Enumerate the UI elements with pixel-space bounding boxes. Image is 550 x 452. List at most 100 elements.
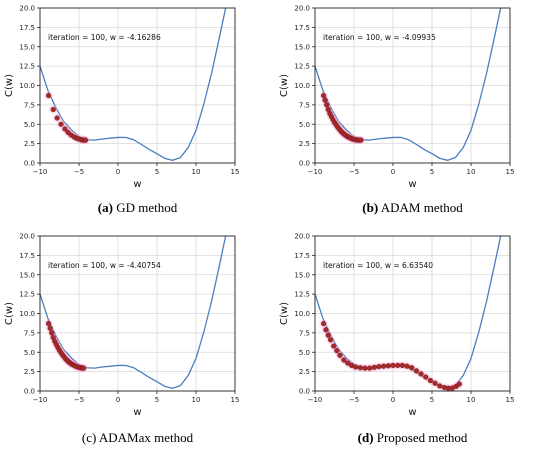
ytick-label-c-6: 15.0 <box>19 271 35 279</box>
chart-panel-b: −10 −5 0 5 10 15 0.0 2.5 5.0 7.5 10.0 12.5 15.0 17.5 2… <box>275 0 550 224</box>
iterate-point-d-24 <box>418 371 424 377</box>
iterate-point-c-23 <box>81 365 87 371</box>
iterate-point-d-27 <box>432 380 438 386</box>
ytick-label-b-8: 20.0 <box>294 5 310 13</box>
chart-panel-d: −10 −5 0 5 10 15 0.0 2.5 5.0 7.5 10.0 12.5 15.0 17.5 2… <box>275 228 550 452</box>
y-axis-label-c: C(w) <box>4 302 15 325</box>
ytick-label-a-8: 20.0 <box>19 5 35 13</box>
iterate-point-d-3 <box>327 337 334 343</box>
xtick-label-b-4: 10 <box>467 168 476 176</box>
xtick-label-d-5: 15 <box>506 396 515 404</box>
ytick-label-b-3: 7.5 <box>299 101 310 109</box>
xtick-label-a-3: 5 <box>155 168 159 176</box>
xtick-label-a-2: 0 <box>116 168 120 176</box>
y-axis-label-d: C(w) <box>279 302 290 325</box>
iterate-point-d-21 <box>404 363 410 369</box>
iterate-point-c-0 <box>45 320 52 327</box>
iterate-point-d-11 <box>357 365 363 371</box>
iterate-point-d-12 <box>362 365 368 371</box>
ytick-label-d-2: 5.0 <box>299 349 310 357</box>
ytick-label-b-5: 12.5 <box>294 63 310 71</box>
caption-c: (c) ADAMax method <box>0 430 275 446</box>
iterate-point-d-26 <box>427 377 434 384</box>
ytick-label-d-8: 20.0 <box>294 233 310 241</box>
xtick-label-c-0: −10 <box>33 396 48 404</box>
iterate-point-d-19 <box>395 362 401 369</box>
xtick-label-b-0: −10 <box>308 168 323 176</box>
ytick-label-a-1: 2.5 <box>24 140 35 148</box>
iterate-point-d-22 <box>409 365 415 371</box>
cost-curve-b <box>315 8 502 161</box>
ytick-label-d-4: 10.0 <box>294 310 310 318</box>
iterate-point-a-13 <box>82 137 89 143</box>
ytick-label-c-1: 2.5 <box>24 368 35 376</box>
iterate-point-d-18 <box>390 362 396 369</box>
ytick-label-c-3: 7.5 <box>24 329 35 337</box>
caption-text-b: ADAM method <box>380 200 463 215</box>
ytick-label-a-2: 5.0 <box>24 121 35 129</box>
ytick-label-c-7: 17.5 <box>19 252 35 260</box>
xtick-label-c-5: 15 <box>231 396 240 404</box>
caption-text-d: Proposed method <box>376 430 468 445</box>
ytick-label-d-3: 7.5 <box>299 329 310 337</box>
iterate-point-d-8 <box>345 360 351 366</box>
iterate-point-a-1 <box>50 106 56 113</box>
annotation-d: iteration = 100, w = 6.63540 <box>323 261 433 270</box>
iterate-point-d-33 <box>456 381 462 387</box>
iterate-point-b-2 <box>324 102 330 108</box>
iterate-point-a-0 <box>45 92 52 99</box>
xtick-label-d-1: −5 <box>349 396 359 404</box>
iterate-point-d-7 <box>341 357 347 363</box>
iterate-point-b-24 <box>358 137 364 143</box>
chart-svg-c: −10 −5 0 5 10 15 0.0 2.5 5.0 7.5 10.0 12.5 15.0 17.5 2… <box>4 233 240 419</box>
y-axis-label-b: C(w) <box>279 74 290 97</box>
annotation-a: iteration = 100, w = -4.16286 <box>48 33 161 42</box>
ytick-label-a-5: 12.5 <box>19 63 35 71</box>
ytick-label-c-2: 5.0 <box>24 349 35 357</box>
ytick-label-d-1: 2.5 <box>299 368 310 376</box>
ytick-label-b-1: 2.5 <box>299 140 310 148</box>
caption-d: (d) Proposed method <box>275 430 550 446</box>
iterate-point-a-3 <box>58 121 64 127</box>
ytick-label-a-4: 10.0 <box>19 82 35 90</box>
xtick-label-c-1: −5 <box>74 396 84 404</box>
iterate-point-d-13 <box>366 365 373 371</box>
caption-a: (a) GD method <box>0 200 275 216</box>
chart-svg-d: −10 −5 0 5 10 15 0.0 2.5 5.0 7.5 10.0 12.5 15.0 17.5 2… <box>279 233 515 419</box>
iterate-point-d-1 <box>323 327 329 333</box>
xtick-label-b-1: −5 <box>349 168 359 176</box>
iterate-point-d-17 <box>385 363 391 369</box>
ytick-label-c-4: 10.0 <box>19 310 35 318</box>
chart-panel-c: −10 −5 0 5 10 15 0.0 2.5 5.0 7.5 10.0 12.5 15.0 17.5 2… <box>0 228 275 452</box>
ytick-label-b-7: 17.5 <box>294 24 310 32</box>
xtick-label-a-4: 10 <box>192 168 201 176</box>
ytick-label-d-6: 15.0 <box>294 271 310 279</box>
x-axis-label-c: w <box>133 407 141 418</box>
iterate-point-b-1 <box>322 97 328 103</box>
annotation-b: iteration = 100, w = -4.09935 <box>323 33 436 42</box>
chart-panel-a: −10 −5 0 5 10 15 0.0 2.5 5.0 7.5 10.0 12.5 15.0 17.5 2… <box>0 0 275 224</box>
ytick-label-c-0: 0.0 <box>24 388 35 396</box>
ytick-label-a-0: 0.0 <box>24 160 35 168</box>
ytick-label-c-8: 20.0 <box>19 233 35 241</box>
cost-curve-a <box>40 8 227 161</box>
ytick-label-b-6: 15.0 <box>294 43 310 51</box>
xtick-label-c-2: 0 <box>116 396 120 404</box>
ytick-label-a-7: 17.5 <box>19 24 35 32</box>
xtick-label-d-4: 10 <box>467 396 476 404</box>
iterate-point-a-4 <box>62 126 68 132</box>
iterate-point-d-15 <box>376 363 382 370</box>
iterate-point-d-25 <box>423 374 429 380</box>
iterate-point-d-28 <box>437 383 443 389</box>
iterate-point-c-1 <box>47 325 53 331</box>
x-axis-label-a: w <box>133 179 141 190</box>
y-axis-label-a: C(w) <box>4 74 15 97</box>
caption-label-b: (b) <box>362 200 379 215</box>
iterate-point-d-23 <box>413 368 420 374</box>
xtick-label-d-3: 5 <box>430 396 434 404</box>
chart-svg-a: −10 −5 0 5 10 15 0.0 2.5 5.0 7.5 10.0 12.5 15.0 17.5 2… <box>4 5 239 191</box>
chart-svg-b: −10 −5 0 5 10 15 0.0 2.5 5.0 7.5 10.0 12.5 15.0 17.5 2… <box>279 5 515 191</box>
ytick-label-c-5: 12.5 <box>19 291 35 299</box>
iterate-point-d-14 <box>371 364 377 370</box>
xtick-label-b-5: 15 <box>506 168 515 176</box>
